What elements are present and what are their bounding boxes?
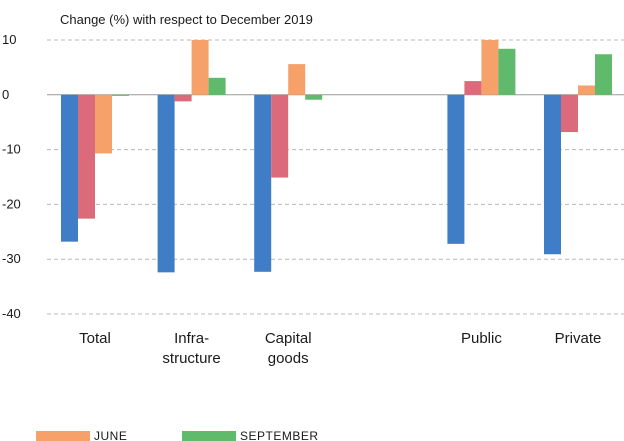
bar [498,48,516,95]
bar [112,94,129,96]
y-tick-label: -30 [2,251,21,266]
x-tick-label: Capital [265,330,312,347]
bar [271,94,289,178]
bar [254,94,272,272]
bar [544,94,561,255]
x-tick-label: Private [555,330,602,347]
bar [191,40,209,95]
x-tick-label: structure [162,350,220,367]
legend-label: SEPTEMBER [240,429,319,441]
bar [78,94,95,219]
y-tick-label: 10 [2,32,16,47]
y-axis-label: Change (%) with respect to December 2019 [60,12,313,27]
bar [481,40,499,95]
x-tick-label: Infra- [174,330,209,347]
y-tick-label: -40 [2,306,21,321]
bar [447,94,465,244]
bar-series [61,40,612,273]
y-tick-label: -20 [2,196,21,211]
bar [157,94,175,273]
y-axis-ticks: 10 0 -10 -20 -30 -40 [2,32,21,321]
bar [288,64,306,95]
bar [208,77,226,95]
legend-swatch [36,431,90,441]
bar [464,81,482,95]
x-axis-ticks: Total Infra-structure Capital goods Public Pr… [79,330,601,367]
legend: JUNE SEPTEMBER [36,429,319,441]
bar [61,94,78,242]
x-tick-label: goods [268,350,309,367]
legend-swatch [182,431,236,441]
gridlines [47,39,624,315]
x-tick-label: Public [461,330,502,347]
y-tick-label: -10 [2,142,21,157]
bar [578,85,595,95]
x-tick-label: Total [79,330,111,347]
legend-label: JUNE [94,429,127,441]
bar [561,94,578,133]
bar [174,94,192,102]
bar [95,94,112,154]
bar [305,94,323,100]
bar [595,54,612,95]
y-tick-label: 0 [2,87,9,102]
